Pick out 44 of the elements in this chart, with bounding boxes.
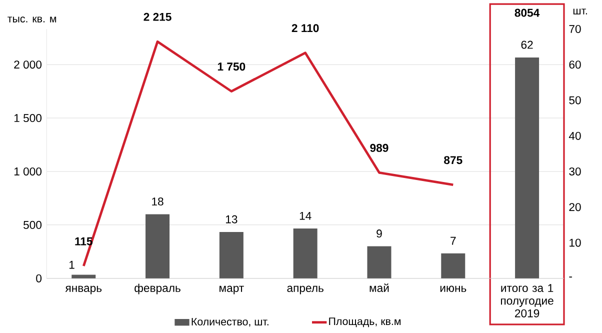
bar [293,228,318,278]
data-label: 1 750 [218,62,246,71]
x-tick-label: итого за 1 полугодие 2019 [501,284,554,318]
data-label: 989 [370,144,388,152]
y2-tick-label: 50 [569,96,581,104]
data-label: 7 [450,236,456,245]
x-tick-label: май [370,284,389,292]
bar [219,232,244,278]
data-label: 62 [521,40,533,49]
x-tick-label: март [220,286,244,294]
y2-axis-title: шт. [573,8,587,14]
bar [515,58,540,278]
bar [367,246,392,278]
y2-tick-label: 10 [570,238,581,247]
legend-label: Количество, шт. [192,318,268,327]
y2-tick-label: 70 [569,25,581,34]
text: 8054 [514,8,540,17]
y-tick-label: 1 500 [14,114,42,122]
bar [72,274,96,278]
data-label: 13 [226,215,238,224]
y-tick-label: 2 000 [14,60,42,69]
data-label: 18 [152,197,164,206]
data-label: 875 [444,156,462,164]
bar [441,253,466,278]
data-label: 9 [376,230,382,238]
y-tick-label: 0 [36,274,42,282]
y2-tick-label: 60 [569,60,581,69]
data-label: 1 [69,260,74,269]
y-tick-label: 500 [24,220,42,229]
x-tick-label: январь [65,286,102,294]
y2-tick-label: - [569,276,572,278]
x-tick-label: апрель [287,286,324,294]
data-label: 14 [300,212,312,220]
data-label: 2 215 [144,12,172,21]
x-tick-label: июнь [440,286,466,292]
bar [146,214,170,278]
data-label: 2 110 [292,24,319,32]
y-tick-label: 1 000 [14,167,42,176]
legend-label: Площадь, кв.м [329,318,401,328]
y2-tick-label: 30 [569,167,581,176]
x-tick-label: февраль [134,284,180,294]
y2-tick-label: 40 [568,132,581,140]
y-axis-title: тыс. кв. м [8,16,56,22]
y2-tick-label: 20 [569,203,581,212]
